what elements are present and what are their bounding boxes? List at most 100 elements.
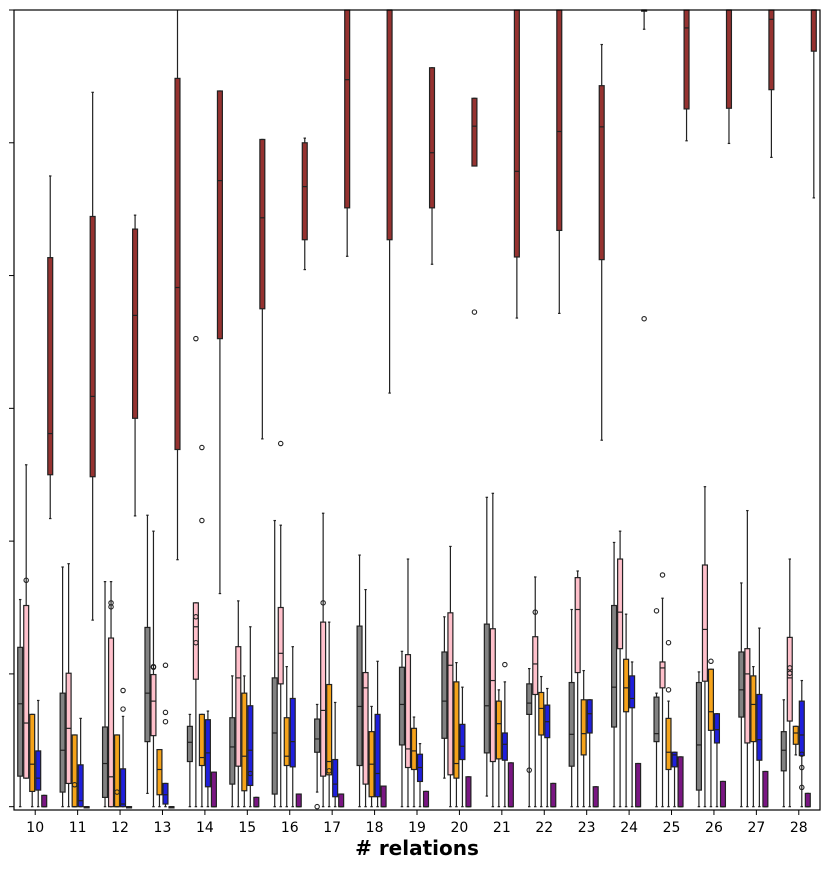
box-series-2-13	[150, 530, 157, 808]
x-tick-label: 26	[705, 820, 723, 836]
box-iqr	[798, 700, 805, 757]
box-iqr	[701, 564, 708, 682]
box-series-4-13	[162, 662, 169, 808]
outlier-point	[799, 751, 805, 757]
box-series-2-27	[744, 509, 751, 808]
outlier-point	[471, 309, 478, 315]
box-series-3-14	[198, 444, 205, 808]
box-iqr	[713, 713, 721, 744]
box-iqr	[156, 748, 163, 796]
box-series-2-28	[786, 558, 793, 808]
box-iqr	[495, 700, 502, 760]
box-iqr	[113, 734, 121, 808]
box-iqr	[762, 770, 769, 808]
box-series-6-11	[89, 91, 96, 621]
outlier-point	[71, 782, 78, 788]
box-iqr	[611, 604, 618, 728]
outlier-point	[193, 639, 199, 646]
box-iqr	[695, 681, 702, 791]
box-series-5-26	[719, 780, 727, 808]
box-iqr	[198, 713, 205, 767]
outlier-point	[150, 663, 157, 670]
box-iqr	[23, 604, 30, 779]
box-series-6-14	[216, 90, 223, 595]
box-iqr	[725, 9, 733, 109]
box-series-5-28	[804, 792, 811, 808]
box-iqr	[229, 717, 236, 785]
box-iqr	[216, 90, 223, 340]
box-series-4-25	[671, 751, 678, 808]
x-tick-label: 17	[323, 820, 341, 836]
box-series-1-20	[441, 616, 448, 779]
outlier-point	[320, 600, 326, 606]
box-series-3-26	[707, 658, 715, 808]
box-iqr	[271, 677, 278, 795]
box-iqr	[786, 636, 793, 722]
box-iqr	[804, 792, 811, 808]
box-iqr	[295, 793, 302, 808]
box-series-5-13	[168, 806, 175, 809]
box-iqr	[459, 723, 466, 761]
box-series-5-22	[550, 782, 557, 808]
box-series-1-10	[17, 598, 24, 808]
outlier-point	[162, 709, 169, 716]
outlier-point	[114, 789, 120, 795]
x-axis-ticks: 10 11 12 13 14 15 16 17 18 19 20 21 22 23 24 25 26 27 28	[26, 810, 808, 836]
x-tick-label: 12	[111, 820, 129, 836]
box-iqr	[471, 97, 478, 167]
box-iqr	[119, 768, 127, 808]
box-iqr	[428, 67, 436, 209]
x-tick-label: 24	[620, 820, 638, 836]
box-series-4-19	[416, 743, 424, 808]
box-iqr	[186, 725, 193, 763]
box-iqr	[404, 654, 412, 769]
outlier-point	[787, 665, 793, 671]
box-series-1-25	[653, 608, 660, 808]
box-series-5-12	[126, 806, 133, 809]
outlier-point	[526, 767, 532, 773]
box-series-3-18	[368, 705, 375, 808]
outlier-point	[659, 572, 666, 578]
box-iqr	[489, 628, 496, 763]
outlier-point	[641, 315, 647, 322]
box-iqr	[768, 9, 775, 91]
box-series-6-15	[259, 138, 266, 440]
box-series-4-23	[586, 699, 593, 808]
outlier-point	[193, 614, 199, 620]
box-series-2-17	[320, 512, 327, 808]
box-iqr	[332, 758, 339, 798]
outlier-point	[665, 639, 672, 646]
outlier-point	[532, 609, 538, 615]
box-series-5-23	[592, 786, 599, 808]
box-series-2-14	[192, 335, 199, 808]
box-series-1-16	[271, 519, 278, 808]
box-series-4-24	[629, 661, 636, 808]
box-series-4-21	[501, 661, 508, 808]
box-series-4-17	[332, 701, 339, 808]
box-series-1-19	[398, 650, 406, 808]
box-iqr	[707, 668, 715, 731]
box-series-2-12	[107, 581, 115, 808]
box-iqr	[465, 776, 472, 808]
x-tick-label: 22	[535, 820, 553, 836]
box-iqr	[422, 790, 430, 808]
box-series-5-25	[677, 756, 684, 808]
box-series-4-14	[204, 710, 211, 808]
y-axis-ticks	[9, 9, 14, 808]
box-series-6-23	[598, 43, 605, 441]
box-iqr	[410, 727, 418, 771]
box-iqr	[653, 696, 660, 743]
box-series-2-26	[701, 486, 708, 808]
box-series-4-26	[713, 713, 721, 808]
x-tick-label: 13	[154, 820, 172, 836]
x-axis-title: # relations	[355, 836, 479, 860]
outlier-point	[120, 687, 126, 694]
box-series-6-10	[47, 175, 54, 520]
box-iqr	[247, 705, 254, 787]
box-iqr	[719, 780, 727, 808]
box-series-5-21	[507, 762, 514, 808]
box-series-2-25	[659, 572, 666, 808]
box-iqr	[241, 692, 248, 792]
box-series-2-22	[532, 576, 539, 808]
box-iqr	[326, 683, 333, 776]
